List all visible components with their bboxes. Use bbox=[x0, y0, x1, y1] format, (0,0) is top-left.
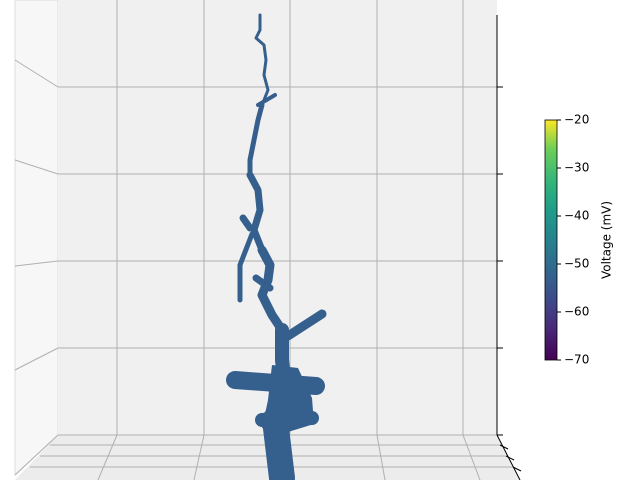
colorbar bbox=[544, 119, 558, 361]
colorbar-tick-label: −20 bbox=[564, 113, 589, 127]
neurite bbox=[252, 274, 274, 292]
neuron bbox=[226, 13, 327, 480]
colorbar-tick-label: −70 bbox=[564, 353, 589, 367]
colorbar-tick-label: −60 bbox=[564, 305, 589, 319]
colorbar-tick-label: −40 bbox=[564, 209, 589, 223]
colorbar-label: Voltage (mV) bbox=[600, 201, 614, 279]
neurite bbox=[246, 171, 266, 254]
colorbar-tick-label: −50 bbox=[564, 257, 589, 271]
colorbar-tick-label: −30 bbox=[564, 161, 589, 175]
neurite bbox=[247, 102, 265, 178]
neurite bbox=[237, 231, 255, 303]
neurite bbox=[239, 214, 254, 232]
neurite bbox=[256, 93, 277, 107]
neurite bbox=[254, 13, 270, 107]
soma bbox=[262, 365, 314, 432]
neurite bbox=[283, 309, 327, 341]
